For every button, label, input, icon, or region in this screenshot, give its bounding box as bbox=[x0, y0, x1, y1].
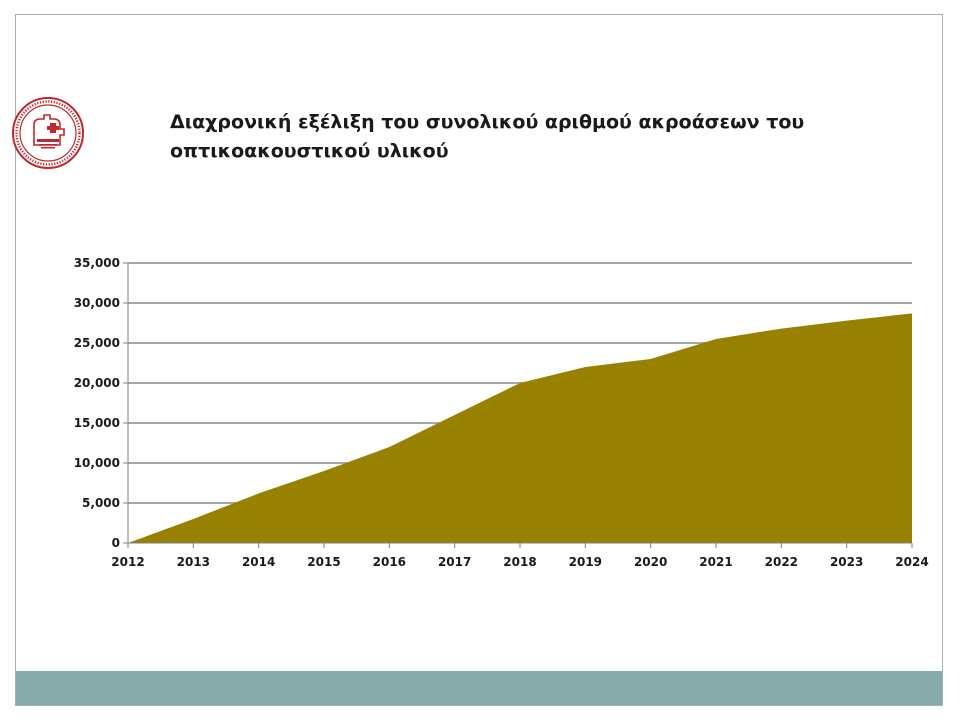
x-tick-label: 2013 bbox=[177, 555, 210, 569]
x-tick-label: 2012 bbox=[111, 555, 144, 569]
y-tick-label: 35,000 bbox=[74, 256, 120, 270]
x-tick-label: 2015 bbox=[307, 555, 340, 569]
y-tick-label: 30,000 bbox=[74, 296, 120, 310]
y-tick-label: 20,000 bbox=[74, 376, 120, 390]
x-tick-label: 2020 bbox=[634, 555, 667, 569]
x-tick-label: 2021 bbox=[699, 555, 732, 569]
y-tick-label: 15,000 bbox=[74, 416, 120, 430]
x-tick-label: 2018 bbox=[503, 555, 536, 569]
y-tick-label: 5,000 bbox=[82, 496, 120, 510]
x-tick-label: 2014 bbox=[242, 555, 275, 569]
x-tick-label: 2024 bbox=[895, 555, 928, 569]
axis-layer bbox=[123, 262, 913, 548]
x-tick-labels: 2012 2013 2014 2015 2016 2017 2018 2019 2020 2021… bbox=[111, 555, 928, 569]
area-series bbox=[128, 313, 912, 543]
page-title: Διαχρονική εξέλιξη του συνολικού αριθμού… bbox=[170, 111, 805, 162]
y-tick-label: 0 bbox=[112, 536, 120, 550]
x-tick-label: 2019 bbox=[569, 555, 602, 569]
x-tick-label: 2016 bbox=[373, 555, 406, 569]
x-tick-label: 2023 bbox=[830, 555, 863, 569]
y-tick-label: 10,000 bbox=[74, 456, 120, 470]
y-tick-label: 25,000 bbox=[74, 336, 120, 350]
area-layer bbox=[128, 313, 912, 543]
x-tick-label: 2022 bbox=[765, 555, 798, 569]
footer-band bbox=[16, 671, 942, 705]
x-tick-label: 2017 bbox=[438, 555, 471, 569]
y-tick-labels: 0 5,000 10,000 15,000 20,000 25,000 30,000 35,0… bbox=[74, 256, 120, 550]
institution-seal-icon bbox=[12, 97, 84, 169]
